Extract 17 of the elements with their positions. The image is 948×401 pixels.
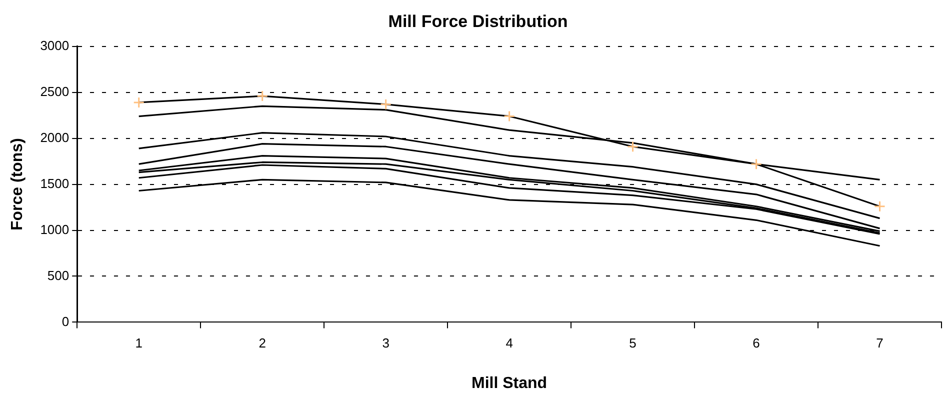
y-tick-label: 2000 — [40, 130, 70, 145]
x-tick-label: 6 — [752, 336, 760, 351]
x-tick-label: 5 — [629, 336, 636, 351]
y-tick-label: 1500 — [40, 176, 70, 191]
y-tick-label: 1000 — [40, 222, 70, 237]
chart-title: Mill Force Distribution — [388, 12, 568, 31]
x-tick-label: 7 — [876, 336, 884, 351]
x-axis-title: Mill Stand — [472, 374, 548, 392]
y-axis-title: Force (tons) — [9, 138, 26, 231]
y-tick-label: 500 — [47, 268, 70, 283]
x-tick-label: 3 — [382, 336, 390, 351]
x-tick-label: 4 — [506, 336, 513, 351]
y-tick-label: 3000 — [40, 38, 70, 53]
x-tick-label: 1 — [135, 336, 142, 351]
x-tick-label: 2 — [258, 336, 266, 351]
y-tick-label: 0 — [62, 314, 70, 329]
y-tick-label: 2500 — [40, 84, 70, 99]
